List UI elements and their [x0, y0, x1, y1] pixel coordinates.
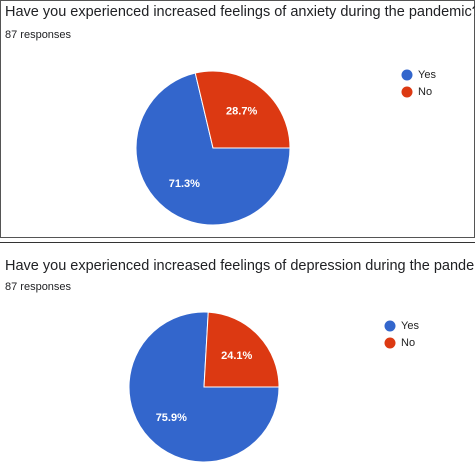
- legend-swatch: [384, 320, 396, 332]
- slice-label: 28.7%: [226, 106, 257, 118]
- legend-label: Yes: [418, 69, 436, 81]
- legend-label: Yes: [401, 320, 419, 332]
- pie-slice: [128, 311, 280, 463]
- legend-label: No: [401, 337, 415, 349]
- slice-label: 75.9%: [156, 412, 187, 424]
- response-count: 87 responses: [5, 281, 72, 293]
- slice-label: 24.1%: [221, 350, 252, 362]
- legend-label: No: [418, 86, 432, 98]
- slice-label: 71.3%: [169, 178, 200, 190]
- legend-swatch: [384, 337, 396, 349]
- chart-title: Have you experienced increased feelings …: [5, 4, 475, 20]
- response-count: 87 responses: [5, 29, 72, 41]
- legend-swatch: [401, 69, 413, 81]
- pie-slice: [135, 72, 291, 226]
- legend-swatch: [401, 86, 413, 98]
- chart-title: Have you experienced increased feelings …: [5, 258, 475, 274]
- pie-slice: [194, 70, 291, 149]
- pie-slice: [203, 311, 280, 388]
